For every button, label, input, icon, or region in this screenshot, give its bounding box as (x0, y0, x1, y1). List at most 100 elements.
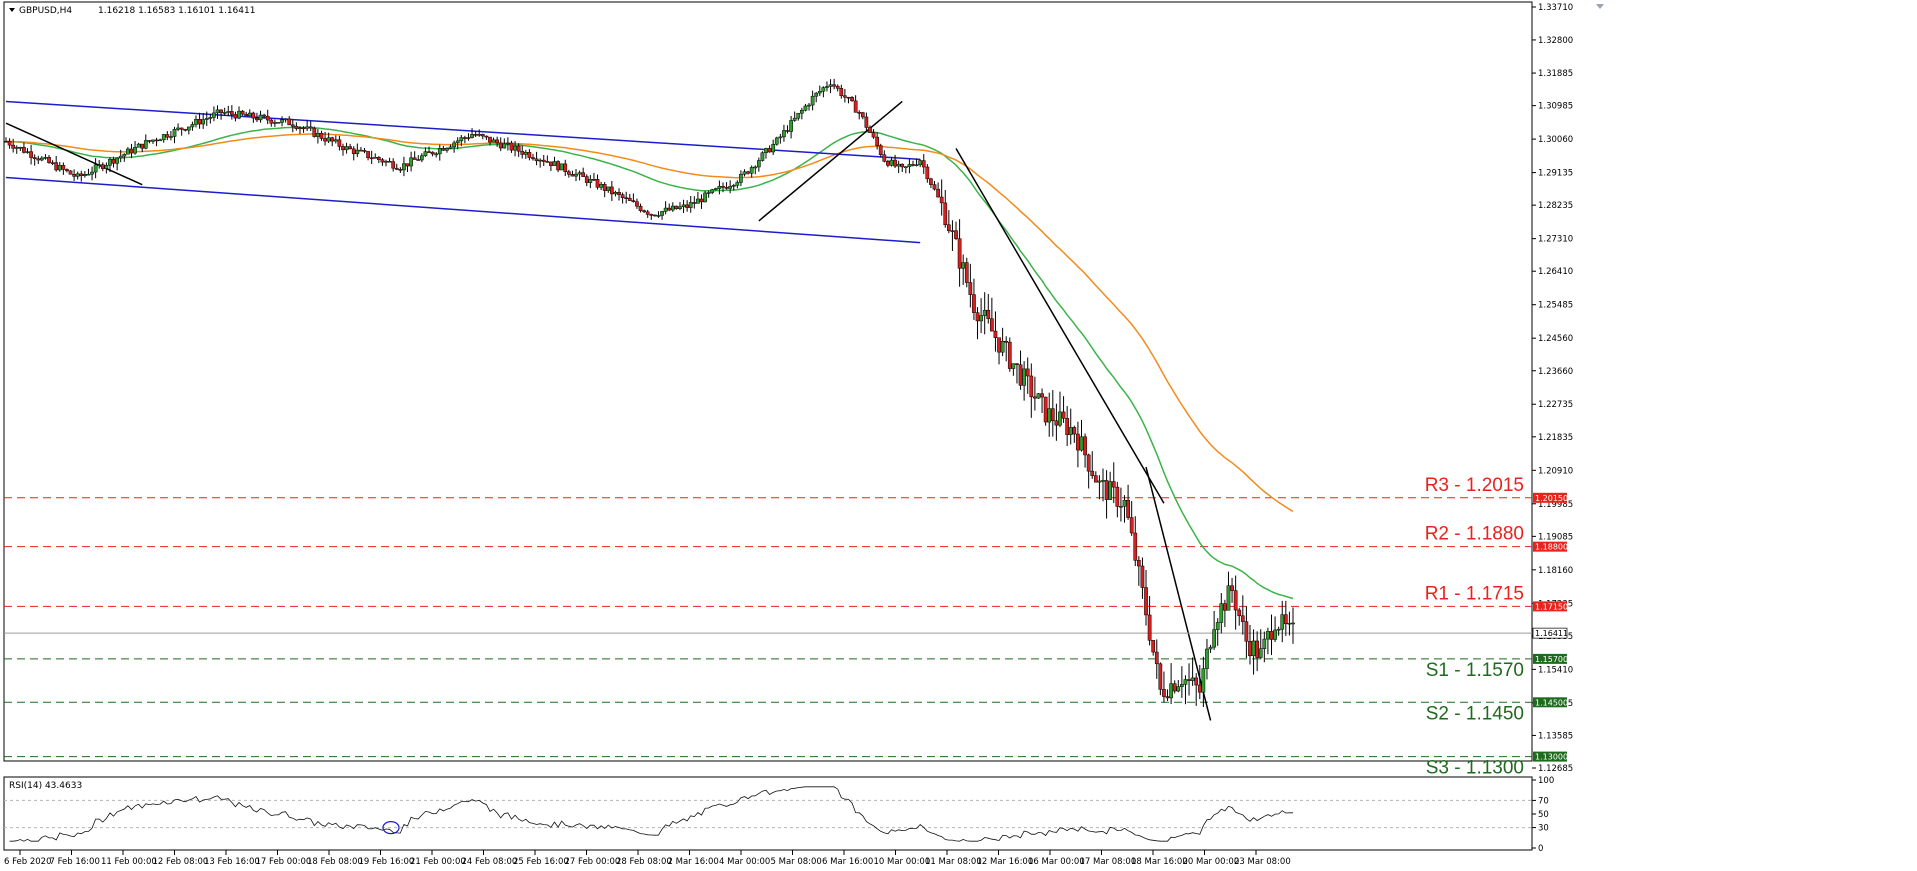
candle (83, 171, 87, 178)
candle (140, 143, 145, 153)
candle (416, 155, 421, 161)
candle (39, 155, 44, 162)
time-tick-label: 10 Mar 00:00 (874, 857, 931, 867)
rsi-tick-label: 70 (1538, 796, 1549, 806)
candle (932, 180, 937, 191)
candle (308, 121, 313, 132)
candle (1058, 391, 1062, 428)
time-tick-label: 25 Feb 16:00 (513, 857, 569, 867)
candle (484, 135, 489, 140)
candle (660, 210, 664, 220)
candle (262, 113, 266, 119)
price-tick-label: 1.12685 (1538, 764, 1573, 774)
level-tag-text: 1.18800 (1535, 543, 1568, 552)
rsi-indicator: 100 70 50 30 0 (4, 776, 1554, 854)
candle (839, 84, 844, 99)
candle (1000, 327, 1005, 357)
candle (316, 129, 320, 144)
candle (982, 292, 987, 335)
candle (1240, 595, 1245, 635)
candle (1176, 680, 1181, 693)
trendline-1[interactable] (5, 122, 143, 186)
candle (846, 96, 851, 104)
candle (1165, 689, 1170, 701)
candle (402, 156, 406, 177)
level-tag-s1 (1533, 653, 1567, 664)
channel-lower-line[interactable] (5, 176, 921, 244)
candle (710, 188, 715, 195)
candle (785, 125, 790, 134)
candle (896, 160, 901, 174)
candle (1205, 638, 1209, 680)
candle (330, 136, 335, 147)
chart-shift-marker-icon[interactable] (1596, 4, 1604, 9)
candle (1083, 433, 1087, 468)
support-resistance-levels: R3 - 1.2015 R2 - 1.1880 R1 - 1.1715 S1 - 1.… (4, 475, 1532, 779)
time-tick-label: 5 Mar 08:00 (771, 857, 822, 867)
time-tick-label: 16 Mar 00:00 (1028, 857, 1085, 867)
candle (380, 157, 385, 166)
candle (588, 175, 593, 189)
price-tick-label: 1.29135 (1538, 169, 1573, 179)
candle (341, 143, 345, 156)
candle (183, 128, 188, 132)
candle (674, 205, 679, 210)
price-tick-label: 1.27310 (1538, 235, 1573, 245)
candle (523, 149, 528, 159)
candle (911, 160, 915, 167)
candle (1022, 361, 1026, 401)
candle (670, 202, 675, 212)
rsi-oversold-marker[interactable] (382, 820, 400, 835)
candle (900, 163, 905, 173)
candle (143, 134, 148, 150)
rsi-tick-label: 0 (1538, 844, 1543, 854)
candle (939, 179, 944, 216)
candle (265, 109, 270, 125)
candle (1015, 363, 1019, 384)
candle (1258, 629, 1263, 660)
time-tick-label: 18 Mar 16:00 (1131, 857, 1188, 867)
current-price-tag (1532, 627, 1568, 639)
price-tick-label: 1.19985 (1538, 500, 1573, 510)
candle (1126, 484, 1130, 520)
candle (878, 143, 883, 158)
time-tick-label: 17 Feb 00:00 (256, 857, 312, 867)
candle (559, 163, 564, 171)
candle (1076, 421, 1080, 468)
candle (828, 79, 833, 94)
candle (1144, 569, 1148, 626)
symbol-label: GBPUSD,H4 (19, 6, 72, 16)
candle (1072, 425, 1077, 443)
candle (961, 254, 966, 285)
time-tick-label: 28 Feb 08:00 (616, 857, 672, 867)
candle (731, 183, 736, 191)
candle (1280, 600, 1285, 643)
time-tick-label: 23 Mar 08:00 (1234, 857, 1291, 867)
level-tag-s2 (1533, 697, 1567, 708)
candle (326, 132, 331, 144)
candle (294, 122, 299, 131)
candle (233, 111, 238, 122)
collapse-triangle-icon[interactable] (9, 8, 15, 12)
candle (1215, 618, 1220, 646)
candle (79, 170, 84, 182)
trendline-3[interactable] (955, 148, 1165, 504)
candle (1133, 516, 1138, 567)
candle (703, 191, 707, 203)
candle (409, 151, 413, 172)
candle (1129, 501, 1134, 536)
level-tag-r1 (1533, 601, 1567, 612)
candle (635, 198, 639, 209)
candle (688, 196, 693, 213)
candle (333, 135, 338, 144)
level-tag-text: 1.20150 (1535, 494, 1568, 503)
candle (72, 169, 76, 182)
candle (477, 129, 482, 137)
trendline-2[interactable] (758, 100, 903, 222)
candle (7, 138, 12, 149)
candle (968, 263, 973, 308)
candle (574, 169, 578, 182)
candle (1025, 357, 1030, 394)
ma-fast-line (5, 126, 1294, 600)
